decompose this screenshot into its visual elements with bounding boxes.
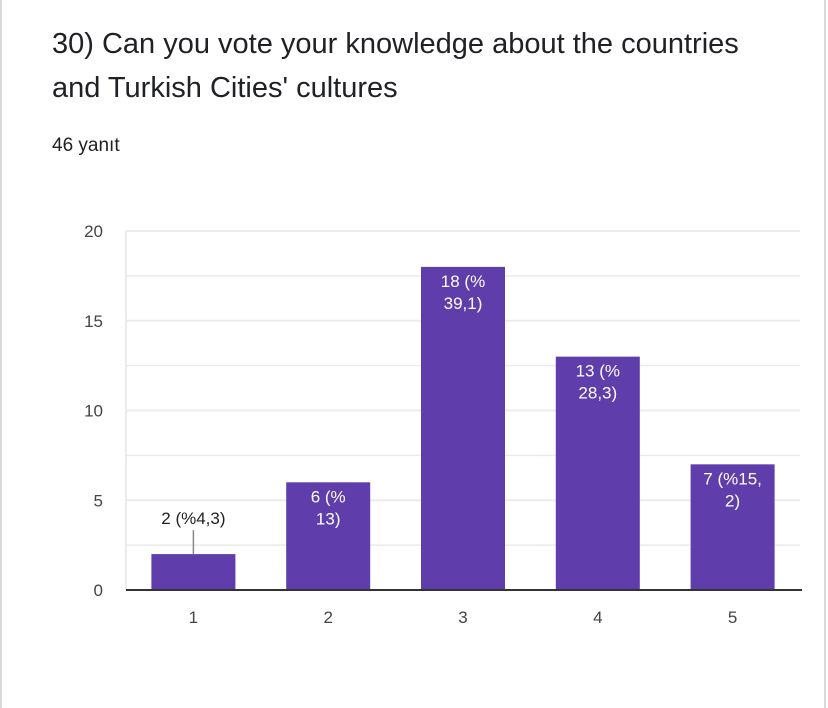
x-tick-label: 3 [458,608,467,627]
data-label: 6 (% [311,487,346,506]
data-label: 13) [316,509,341,528]
x-tick-label: 2 [323,608,332,627]
bar-1 [151,554,236,590]
x-tick-label: 1 [189,608,198,627]
data-label: 28,3) [578,384,617,403]
data-label: 13 (% [576,362,620,381]
bar-3 [421,266,505,590]
data-label: 39,1) [444,294,483,313]
y-tick-label: 10 [84,402,103,421]
bar-2 [286,482,371,590]
question-title: 30) Can you vote your knowledge about th… [52,28,739,104]
data-label: 2 (%4,3) [161,509,225,528]
x-tick-label: 5 [728,608,737,627]
y-tick-label: 0 [94,581,103,600]
x-tick-label: 4 [593,608,602,627]
data-label: 2) [725,491,740,510]
bar-4 [555,356,640,590]
y-tick-label: 5 [94,491,103,510]
y-tick-label: 15 [84,312,103,331]
bar-5 [690,464,775,590]
data-label: 18 (% [441,272,485,291]
data-label: 7 (%15, [703,469,762,488]
y-tick-label: 20 [84,222,103,241]
response-count: 46 yanıt [52,135,120,156]
